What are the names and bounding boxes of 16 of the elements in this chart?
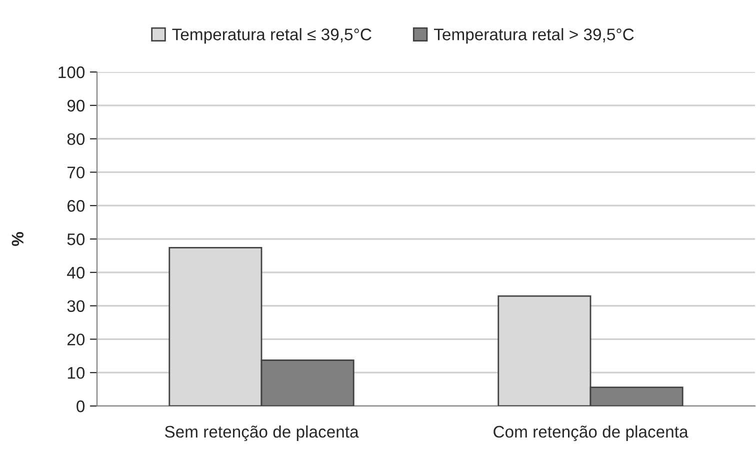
y-tick-label: 90 <box>67 100 85 112</box>
y-tick-label: 70 <box>68 166 85 178</box>
x-tick-label: Sem retenção de placenta <box>164 425 359 442</box>
legend-label: Temperatura retal > 39,5°C <box>434 28 634 44</box>
y-tick-label: 0 <box>76 400 85 412</box>
y-tick-label: 60 <box>68 200 85 212</box>
y-tick-label: 50 <box>67 233 85 246</box>
y-tick-label: 80 <box>67 133 85 146</box>
y-tick-label: 40 <box>67 266 85 279</box>
y-axis-title: % <box>12 232 24 246</box>
y-tick-label: 30 <box>67 300 85 312</box>
y-tick-label: 100 <box>58 66 85 78</box>
y-tick-label: 20 <box>67 334 85 346</box>
y-tick-label: 10 <box>68 367 85 379</box>
x-tick-label: Com retenção de placenta <box>494 425 688 442</box>
legend-label: Temperatura retal ≤ 39,5°C <box>172 28 372 44</box>
